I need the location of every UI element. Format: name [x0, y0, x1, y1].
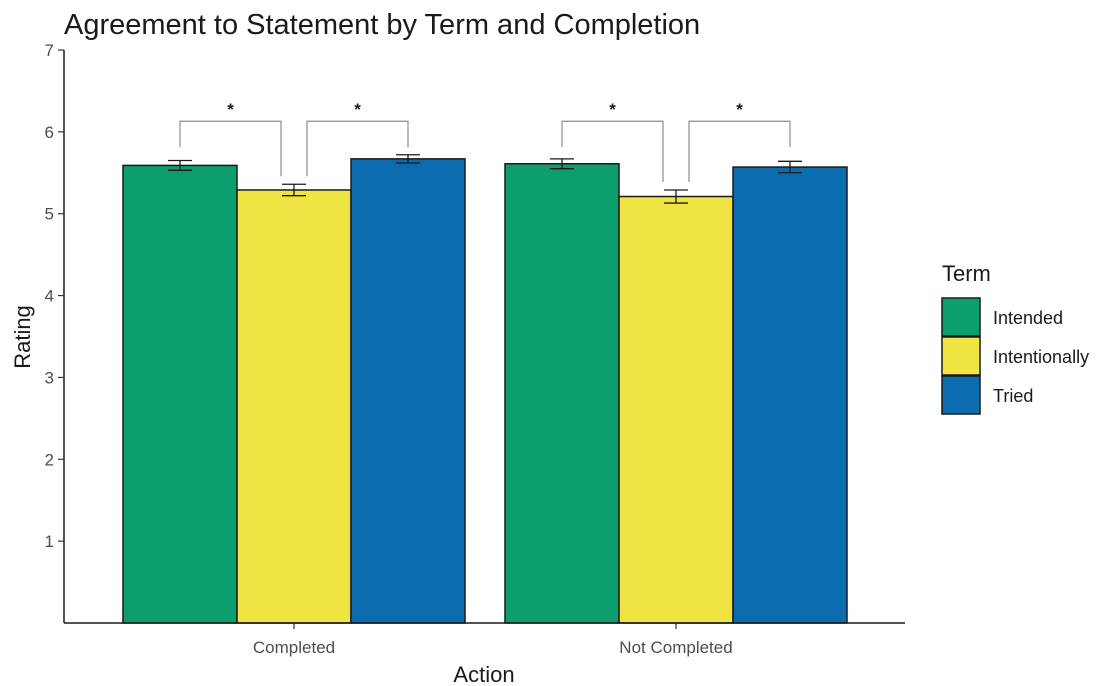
legend-swatch: [941, 297, 981, 337]
error-bar: [664, 189, 688, 204]
legend-item: Intentionally: [941, 336, 1089, 376]
y-tick-label: 6: [45, 123, 54, 142]
significance-bracket: *: [561, 100, 664, 182]
significance-bracket: *: [306, 100, 409, 177]
bar: [236, 189, 352, 624]
y-tick-label: 2: [45, 450, 54, 469]
bar: [732, 166, 848, 624]
significance-label: *: [354, 100, 361, 119]
y-tick-label: 7: [45, 41, 54, 60]
significance-label: *: [609, 100, 616, 119]
bracket-line: [306, 120, 409, 177]
plot-area: * * * * 1 2 3 4 5 6 7 Completed Not Completed: [45, 41, 905, 657]
bracket-line: [179, 120, 282, 177]
error-bar: [778, 160, 802, 174]
x-tick-label: Not Completed: [619, 638, 732, 657]
legend-items: Intended Intentionally Tried: [941, 297, 1089, 415]
error-bars: [168, 154, 802, 204]
error-bar: [282, 183, 306, 197]
legend-swatch: [941, 375, 981, 415]
y-tick-label: 4: [45, 287, 54, 306]
y-tick-label: 3: [45, 368, 54, 387]
y-tick-label: 1: [45, 532, 54, 551]
significance-bracket: *: [688, 100, 791, 182]
bars: [122, 158, 848, 624]
bracket-line: [688, 120, 791, 182]
y-axis-title: Rating: [10, 305, 35, 369]
bar: [618, 195, 734, 624]
y-ticks: 1 2 3 4 5 6 7: [45, 41, 64, 551]
bar: [122, 164, 238, 624]
legend-item: Tried: [941, 375, 1033, 415]
bracket-line: [561, 120, 664, 182]
legend-title: Term: [942, 261, 991, 286]
chart-title: Agreement to Statement by Term and Compl…: [64, 9, 700, 41]
legend-swatch: [941, 336, 981, 376]
bar: [350, 158, 466, 624]
significance-label: *: [227, 100, 234, 119]
significance-label: *: [736, 100, 743, 119]
x-tick-label: Completed: [253, 638, 335, 657]
legend: Term Intended Intentionally Tried: [941, 261, 1089, 415]
significance-brackets: * * * *: [179, 100, 791, 182]
x-ticks: Completed Not Completed: [253, 623, 733, 657]
legend-label: Intentionally: [993, 347, 1089, 367]
legend-label: Tried: [993, 386, 1033, 406]
error-bar: [396, 154, 420, 164]
error-bar: [550, 158, 574, 170]
x-axis-title: Action: [453, 662, 514, 686]
significance-bracket: *: [179, 100, 282, 177]
bar: [504, 163, 620, 624]
legend-item: Intended: [941, 297, 1063, 337]
y-tick-label: 5: [45, 205, 54, 224]
legend-label: Intended: [993, 308, 1063, 328]
error-bar: [168, 159, 192, 171]
